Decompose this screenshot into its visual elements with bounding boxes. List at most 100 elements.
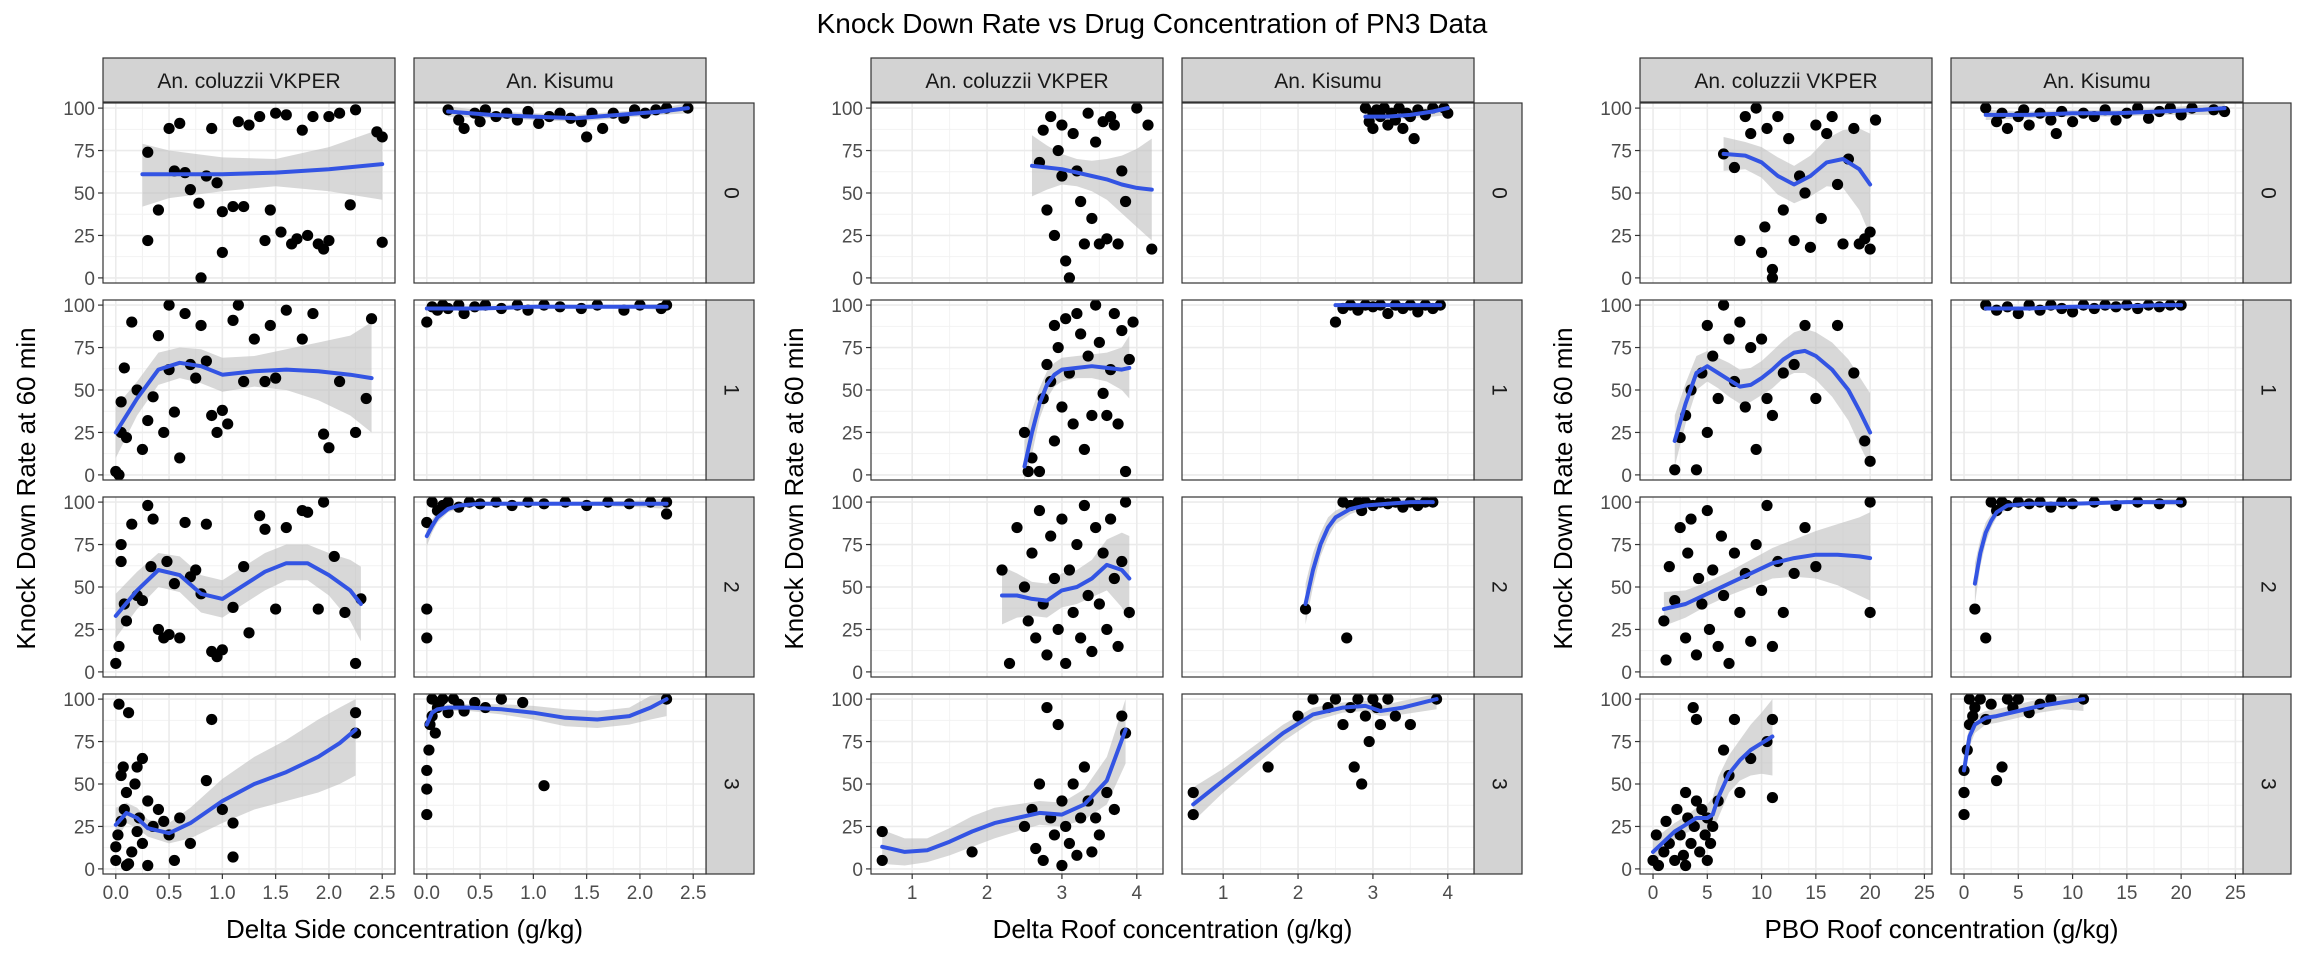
- facet-strip-row-label: 2: [719, 581, 742, 593]
- data-point: [1766, 640, 1779, 653]
- data-point: [1815, 212, 1827, 225]
- data-point: [1717, 744, 1730, 756]
- data-point: [1067, 127, 1079, 140]
- y-tick-label: 25: [1611, 620, 1632, 641]
- data-point: [195, 272, 207, 284]
- data-point: [376, 236, 388, 248]
- data-point: [1052, 623, 1064, 636]
- data-point: [179, 516, 191, 529]
- y-tick-label: 0: [84, 860, 95, 881]
- data-point: [1116, 710, 1128, 722]
- data-point: [270, 107, 282, 119]
- data-point: [110, 657, 122, 670]
- x-tick-label: 5: [1702, 883, 1713, 904]
- data-point: [129, 778, 141, 790]
- data-point: [120, 431, 133, 444]
- data-point: [259, 234, 271, 247]
- data-point: [113, 469, 125, 481]
- y-tick-label: 50: [1611, 578, 1632, 599]
- facet-strip-label: An. coluzzii VKPER: [157, 70, 340, 93]
- data-point: [1755, 584, 1768, 596]
- data-point: [1810, 119, 1822, 131]
- data-point: [1745, 752, 1757, 765]
- data-point: [1078, 443, 1090, 456]
- facet-strip-col: [102, 57, 396, 103]
- data-point: [1734, 786, 1746, 799]
- data-point: [1864, 496, 1876, 508]
- data-point: [216, 803, 228, 816]
- x-tick-label: 0.5: [156, 883, 182, 904]
- data-point: [174, 632, 186, 644]
- data-point: [184, 837, 196, 850]
- data-point: [1766, 409, 1779, 422]
- y-tick-label: 75: [74, 536, 95, 557]
- data-point: [211, 177, 223, 189]
- smooth-fit-line: [1000, 562, 1132, 603]
- data-point: [1112, 640, 1124, 653]
- panel-border: [413, 693, 707, 875]
- data-point: [2066, 116, 2079, 128]
- y-tick-label: 50: [842, 381, 863, 402]
- y-tick-label: 25: [842, 817, 863, 838]
- data-point: [1734, 234, 1746, 247]
- data-point: [1142, 119, 1154, 131]
- smooth-fit-line: [1972, 500, 2184, 586]
- facet-panel: 0 25 50 75 100 1 2 3 4: [831, 690, 1164, 904]
- facet-strip-row: [2242, 299, 2292, 481]
- data-point: [1703, 623, 1716, 636]
- x-tick-label: 25: [1914, 883, 1935, 904]
- data-point: [1694, 846, 1706, 858]
- data-point: [1996, 761, 2008, 773]
- data-point: [211, 426, 223, 439]
- facet-strip-row: [705, 496, 755, 678]
- y-tick-label: 0: [84, 269, 95, 290]
- data-point: [238, 561, 250, 573]
- data-point: [1728, 161, 1741, 174]
- data-point: [270, 603, 282, 615]
- facet-panel: [1950, 299, 2244, 481]
- data-point: [1761, 499, 1773, 512]
- data-point: [453, 114, 465, 126]
- chart-group-2: An. coluzzii VKPER An. Kisumu 0 1 2 3 0 25 50 75 1…: [779, 57, 1523, 944]
- data-point: [158, 815, 170, 827]
- data-point: [1985, 496, 1997, 508]
- data-point: [1048, 319, 1061, 332]
- data-point: [429, 727, 441, 739]
- data-point: [1412, 306, 1424, 318]
- data-point: [1788, 567, 1800, 580]
- data-point: [115, 538, 127, 551]
- y-tick-label: 50: [74, 775, 95, 796]
- y-tick-label: 75: [74, 733, 95, 754]
- data-point: [264, 204, 276, 216]
- smooth-fit-line: [113, 727, 358, 836]
- data-point: [126, 846, 138, 858]
- data-point: [190, 372, 202, 384]
- y-tick-label: 25: [1611, 423, 1632, 444]
- data-point: [1093, 598, 1105, 610]
- data-point: [291, 233, 303, 245]
- y-tick-label: 0: [852, 466, 863, 487]
- data-point: [1690, 464, 1703, 476]
- data-point: [163, 628, 175, 641]
- facet-strip-col: [1639, 57, 1933, 103]
- data-point: [1123, 353, 1135, 366]
- data-point: [323, 234, 335, 247]
- data-point: [1766, 713, 1779, 726]
- data-point: [1985, 698, 1997, 710]
- data-point: [1707, 820, 1719, 833]
- data-point: [259, 523, 271, 535]
- data-point: [1093, 829, 1105, 841]
- data-point: [1082, 350, 1094, 362]
- data-point: [1687, 701, 1699, 714]
- data-point: [1696, 598, 1708, 610]
- data-point: [1187, 808, 1199, 821]
- data-point: [1766, 263, 1779, 276]
- chart-group-1: An. coluzzii VKPER An. Kisumu 0 1 2 3 0 25 50 75 1…: [11, 57, 755, 944]
- data-point: [296, 124, 308, 136]
- data-point: [1864, 606, 1876, 619]
- data-point: [1093, 336, 1105, 349]
- data-point: [248, 333, 260, 345]
- data-point: [312, 603, 324, 615]
- data-point: [2012, 307, 2024, 320]
- data-point: [1859, 435, 1871, 447]
